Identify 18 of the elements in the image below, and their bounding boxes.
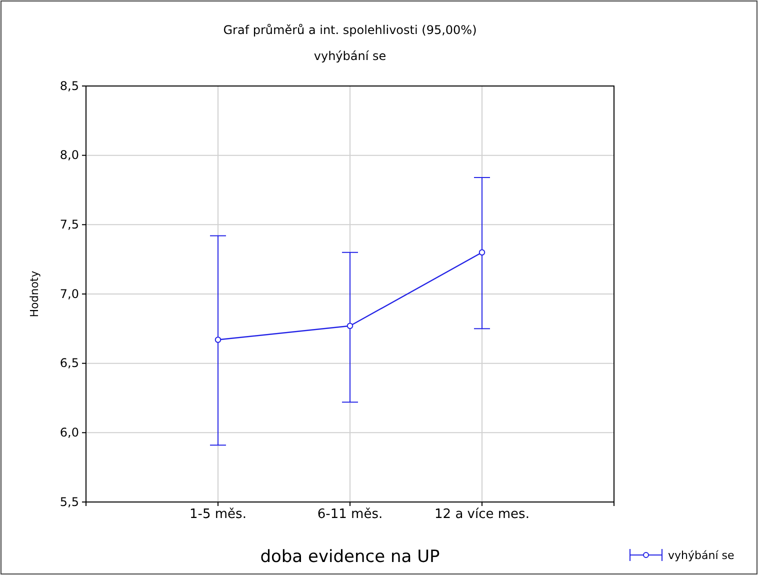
y-tick-label: 6,5 — [60, 356, 79, 370]
y-axis-title: Hodnoty — [28, 270, 41, 318]
y-tick-label: 5,5 — [60, 494, 79, 509]
point — [346, 322, 354, 330]
y-tick-label: 7,0 — [60, 286, 79, 301]
x-tick-label: 12 a více mes. — [434, 507, 530, 522]
y-tick-label: 6,0 — [60, 426, 79, 440]
point — [478, 249, 486, 256]
y-tick-label: 7,5 — [60, 218, 79, 232]
chart-title: Graf průměrů a int. spolehlivosti (95,00%) — [223, 23, 477, 37]
x-axis-title: doba evidence na UP — [260, 547, 440, 567]
chart-subtitle: vyhýbání se — [314, 49, 386, 63]
y-tick-label: 8,5 — [60, 78, 79, 93]
x-tick-label: 6-11 měs. — [317, 507, 383, 522]
legend-label: vyhýbání se — [668, 549, 734, 562]
point — [214, 336, 222, 343]
x-tick-label: 1-5 měs. — [190, 507, 246, 522]
y-tick-label: 8,0 — [60, 148, 79, 162]
